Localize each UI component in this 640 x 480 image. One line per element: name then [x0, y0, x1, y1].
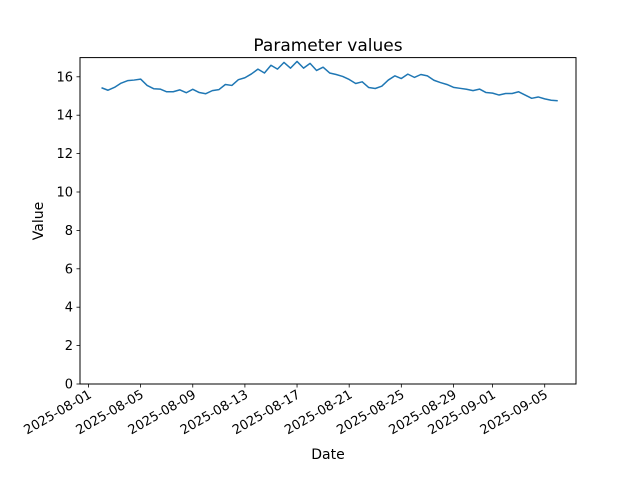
y-tick-label: 6 [65, 262, 73, 277]
x-axis-label: Date [311, 447, 344, 463]
y-tick-label: 8 [65, 224, 73, 239]
y-tick-label: 12 [56, 147, 73, 162]
y-tick-label: 4 [65, 301, 73, 316]
y-tick-label: 14 [56, 109, 73, 124]
axes-spines [79, 57, 577, 385]
x-axis-ticks: 2025-08-012025-08-052025-08-092025-08-13… [22, 384, 551, 438]
data-line [101, 60, 558, 102]
y-axis-ticks: 0 2 4 6 8 10 12 14 16 [56, 70, 80, 393]
y-tick-label: 16 [56, 70, 73, 85]
y-tick-label: 10 [56, 186, 73, 201]
y-tick-label: 2 [65, 339, 73, 354]
plot-area [80, 57, 576, 384]
y-tick-label: 0 [65, 378, 73, 393]
chart-title: Parameter values [253, 36, 402, 56]
y-axis-label: Value [31, 202, 47, 240]
